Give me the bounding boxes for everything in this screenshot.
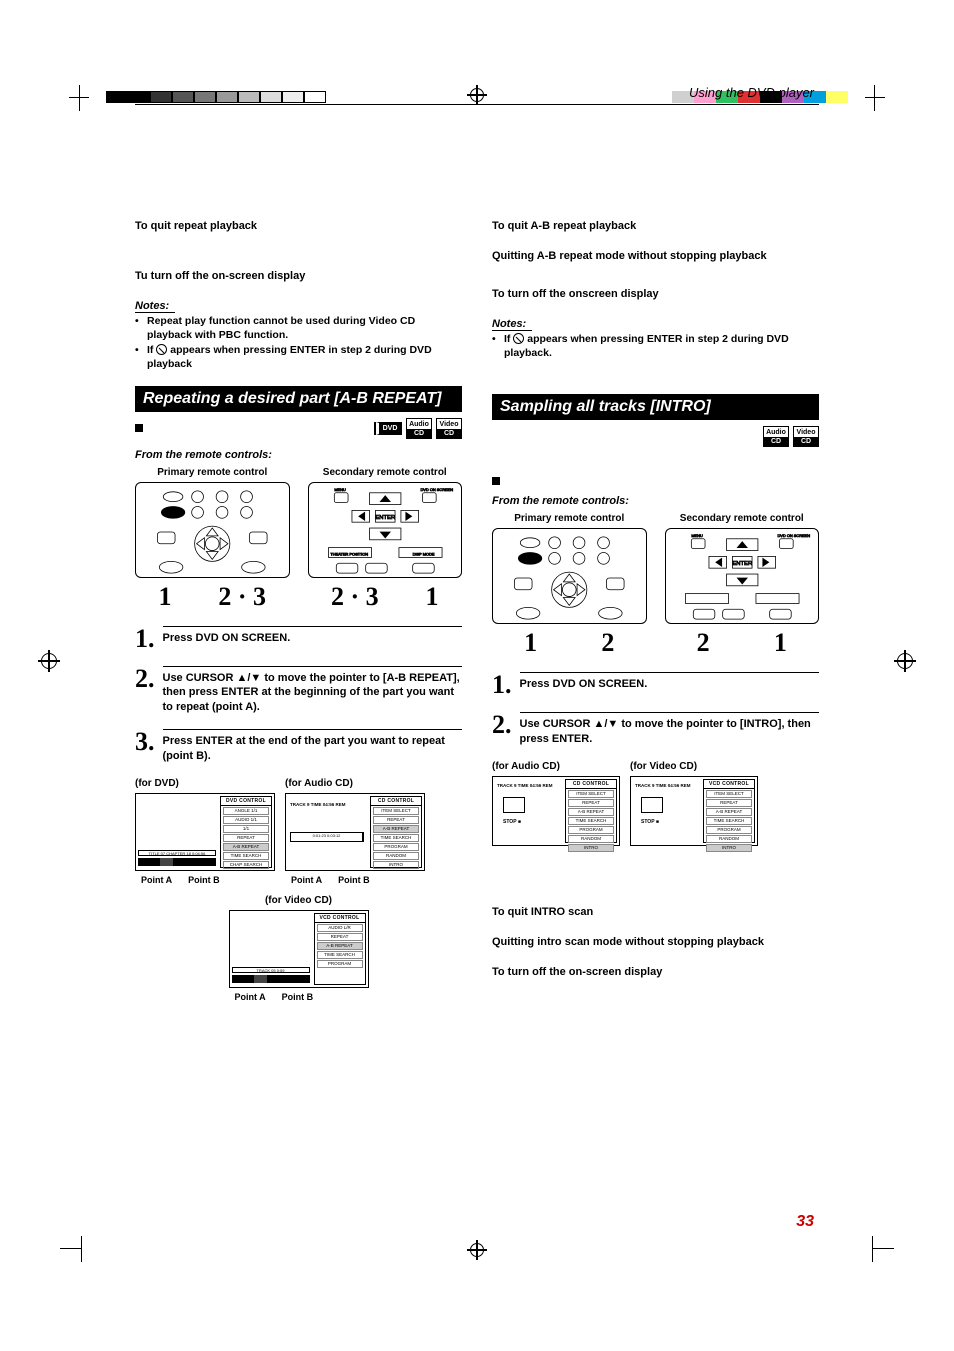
step-2: 2.Use CURSOR ▲/▼ to move the pointer to …: [135, 666, 462, 716]
badge-video-cd: VideoCD: [793, 426, 819, 447]
figure-audio-cd: (for Audio CD) CD CONTROL ITEM SELECT RE…: [285, 778, 425, 885]
step-1: 1.Press DVD ON SCREEN.: [492, 672, 819, 698]
heading: Quitting A-B repeat mode without stoppin…: [492, 250, 819, 262]
subheading: From the remote controls:: [135, 449, 462, 461]
heading: To quit INTRO scan: [492, 906, 819, 918]
step-1: 1.Press DVD ON SCREEN.: [135, 626, 462, 652]
svg-text:DISP MODE: DISP MODE: [412, 551, 434, 556]
svg-text:DVD ON SCREEN: DVD ON SCREEN: [420, 486, 453, 491]
disc-badges: DVD AudioCD VideoCD: [135, 418, 462, 439]
svg-text:THEATER POSITION: THEATER POSITION: [330, 551, 368, 556]
callout-numbers: 12 · 3: [135, 582, 290, 612]
section-title: Repeating a desired part [A-B REPEAT]: [135, 386, 462, 412]
badge-audio-cd: AudioCD: [763, 426, 789, 447]
page-number: 33: [796, 1213, 814, 1231]
left-column: To quit repeat playback Tu turn off the …: [135, 220, 462, 1002]
notes-block: Notes: If appears when pressing ENTER in…: [492, 318, 819, 360]
heading: To turn off the on-screen display: [492, 966, 819, 978]
primary-remote-diagram: [135, 482, 290, 578]
badge-video-cd: VideoCD: [436, 418, 462, 439]
square-bullet: [492, 477, 500, 485]
figure-dvd: (for DVD) DVD CONTROL ANGLE 1/1 AUDIO 1/…: [135, 778, 275, 885]
notes-block: Notes: Repeat play function cannot be us…: [135, 300, 462, 372]
badge-audio-cd: AudioCD: [406, 418, 432, 439]
svg-text:DVD ON SCREEN: DVD ON SCREEN: [777, 533, 810, 538]
manual-page: Using the DVD player To quit repeat play…: [0, 0, 954, 1351]
figure-audio-cd: (for Audio CD) CD CONTROL ITEM SELECT RE…: [492, 761, 620, 846]
crosshair-icon: [894, 650, 916, 672]
step-3: 3.Press ENTER at the end of the part you…: [135, 729, 462, 764]
callout-numbers: 2 · 31: [308, 582, 463, 612]
svg-text:MENU: MENU: [334, 486, 346, 491]
note-item: If appears when pressing ENTER in step 2…: [135, 344, 462, 371]
prohibit-icon: [513, 333, 524, 344]
svg-text:ENTER: ENTER: [375, 515, 395, 521]
notes-label: Notes:: [492, 318, 532, 331]
heading: To quit A-B repeat playback: [492, 220, 819, 232]
svg-text:MENU: MENU: [691, 533, 703, 538]
heading: To quit repeat playback: [135, 220, 462, 232]
subheading: From the remote controls:: [492, 495, 819, 507]
crosshair-icon: [38, 650, 60, 672]
note-item: Repeat play function cannot be used duri…: [135, 315, 462, 342]
callout-numbers: 21: [665, 628, 820, 658]
primary-remote-diagram: [492, 528, 647, 624]
notes-label: Notes:: [135, 300, 175, 313]
remote-label: Secondary remote control: [308, 467, 463, 478]
figure-video-cd: (for Video CD) VCD CONTROL AUDIO L/R REP…: [229, 895, 369, 1002]
note-item: If appears when pressing ENTER in step 2…: [492, 333, 819, 360]
secondary-remote-diagram: ENTER MENU DVD ON SCREEN THEATER POSITION…: [308, 482, 463, 578]
remote-label: Primary remote control: [135, 467, 290, 478]
section-title: Sampling all tracks [INTRO]: [492, 394, 819, 420]
badge-dvd: DVD: [376, 422, 402, 435]
step-2: 2.Use CURSOR ▲/▼ to move the pointer to …: [492, 712, 819, 747]
remote-label: Secondary remote control: [665, 513, 820, 524]
disc-badges: AudioCD VideoCD: [492, 426, 819, 447]
prohibit-icon: [156, 344, 167, 355]
heading: To turn off the onscreen display: [492, 288, 819, 300]
svg-text:ENTER: ENTER: [732, 562, 752, 568]
print-registration-bottom: [0, 1236, 954, 1266]
remote-label: Primary remote control: [492, 513, 647, 524]
heading: Quitting intro scan mode without stoppin…: [492, 936, 819, 948]
heading: Tu turn off the on-screen display: [135, 270, 462, 282]
figure-video-cd: (for Video CD) VCD CONTROL ITEM SELECT R…: [630, 761, 758, 846]
callout-numbers: 12: [492, 628, 647, 658]
right-column: To quit A-B repeat playback Quitting A-B…: [492, 220, 819, 1002]
secondary-remote-diagram: ENTER MENU DVD ON SCREEN: [665, 528, 820, 624]
